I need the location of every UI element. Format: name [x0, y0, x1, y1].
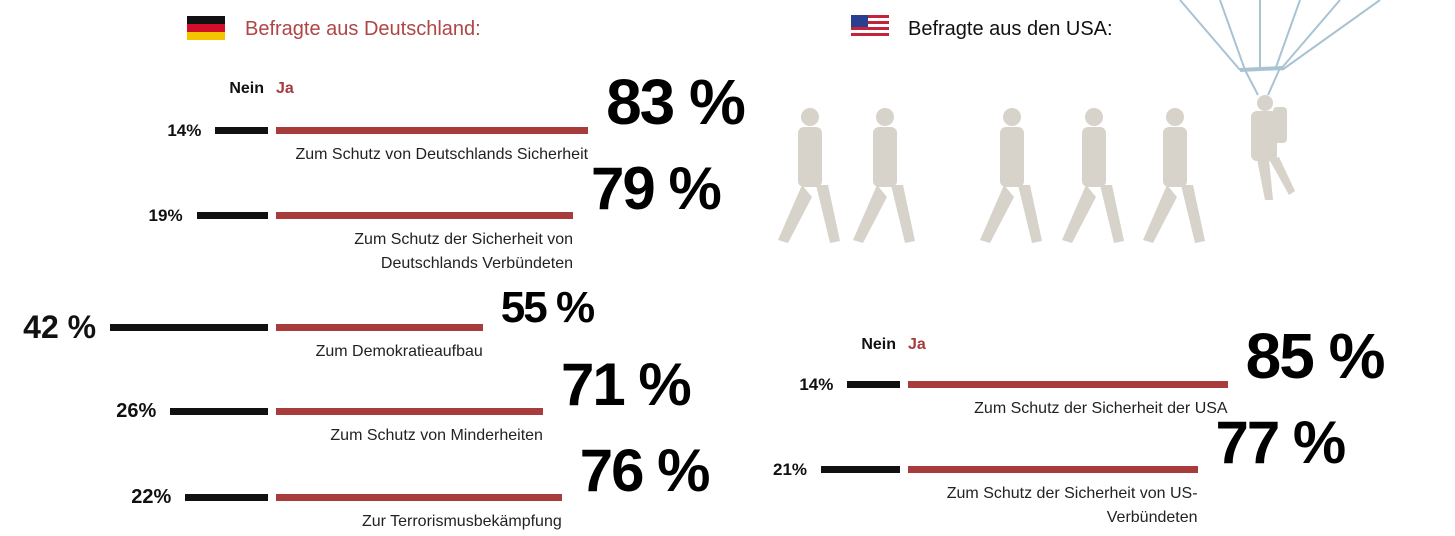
category-label: Zum Schutz von Minderheiten [243, 424, 543, 448]
bar-nein [170, 408, 268, 415]
chart-title: Befragte aus Deutschland: [245, 18, 481, 41]
bar-ja [276, 212, 573, 219]
legend-nein: Nein [861, 336, 896, 354]
bar-ja [276, 408, 543, 415]
parachute [1180, 0, 1380, 95]
bar-ja [276, 324, 483, 331]
legend-ja: Ja [908, 336, 926, 354]
nein-label: 14% [799, 375, 833, 395]
infographic: Befragte aus Deutschland: Nein Ja 14% 83 % Zu… [0, 0, 1455, 536]
flag-germany [187, 16, 225, 24]
bar-nein [215, 127, 268, 134]
category-label: Zum Demokratieaufbau [183, 340, 483, 364]
bar-nein [847, 381, 900, 388]
bar-nein [185, 494, 268, 501]
legend-nein: Nein [229, 80, 264, 98]
category-label: Zum Schutz von Deutschlands Sicherheit [208, 143, 588, 167]
category-label: Zum Schutz der Sicherheit von Deutschlan… [283, 228, 573, 276]
bar-ja [276, 494, 562, 501]
category-label: Zum Schutz der Sicherheit der USA [898, 397, 1228, 421]
bar-ja [908, 466, 1198, 473]
bar-ja [276, 127, 588, 134]
ja-label: 79 % [591, 159, 720, 219]
bar-ja [908, 381, 1228, 388]
ja-label: 77 % [1216, 413, 1345, 473]
nein-label: 26% [116, 400, 156, 423]
flag-usa [851, 15, 889, 39]
bar-nein [197, 212, 268, 219]
nein-label: 19% [149, 206, 183, 226]
chart-title: Befragte aus den USA: [908, 18, 1113, 41]
soldiers [778, 95, 1295, 243]
nein-label: 22% [131, 486, 171, 509]
legend-ja: Ja [276, 80, 294, 98]
flag-germany-gold [187, 32, 225, 40]
ja-label: 71 % [561, 355, 690, 415]
nein-label: 42 % [23, 309, 96, 346]
ja-label: 83 % [606, 70, 744, 134]
category-label: Zum Schutz der Sicherheit von US-Verbünd… [908, 482, 1198, 530]
nein-label: 14% [167, 121, 201, 141]
category-label: Zur Terrorismusbekämpfung [262, 510, 562, 534]
ja-label: 85 % [1246, 324, 1384, 388]
bar-nein [110, 324, 268, 331]
ja-label: 76 % [580, 441, 709, 501]
bar-nein [821, 466, 900, 473]
flag-germany-red [187, 24, 225, 32]
nein-label: 21% [773, 460, 807, 480]
ja-label: 55 % [501, 286, 593, 330]
